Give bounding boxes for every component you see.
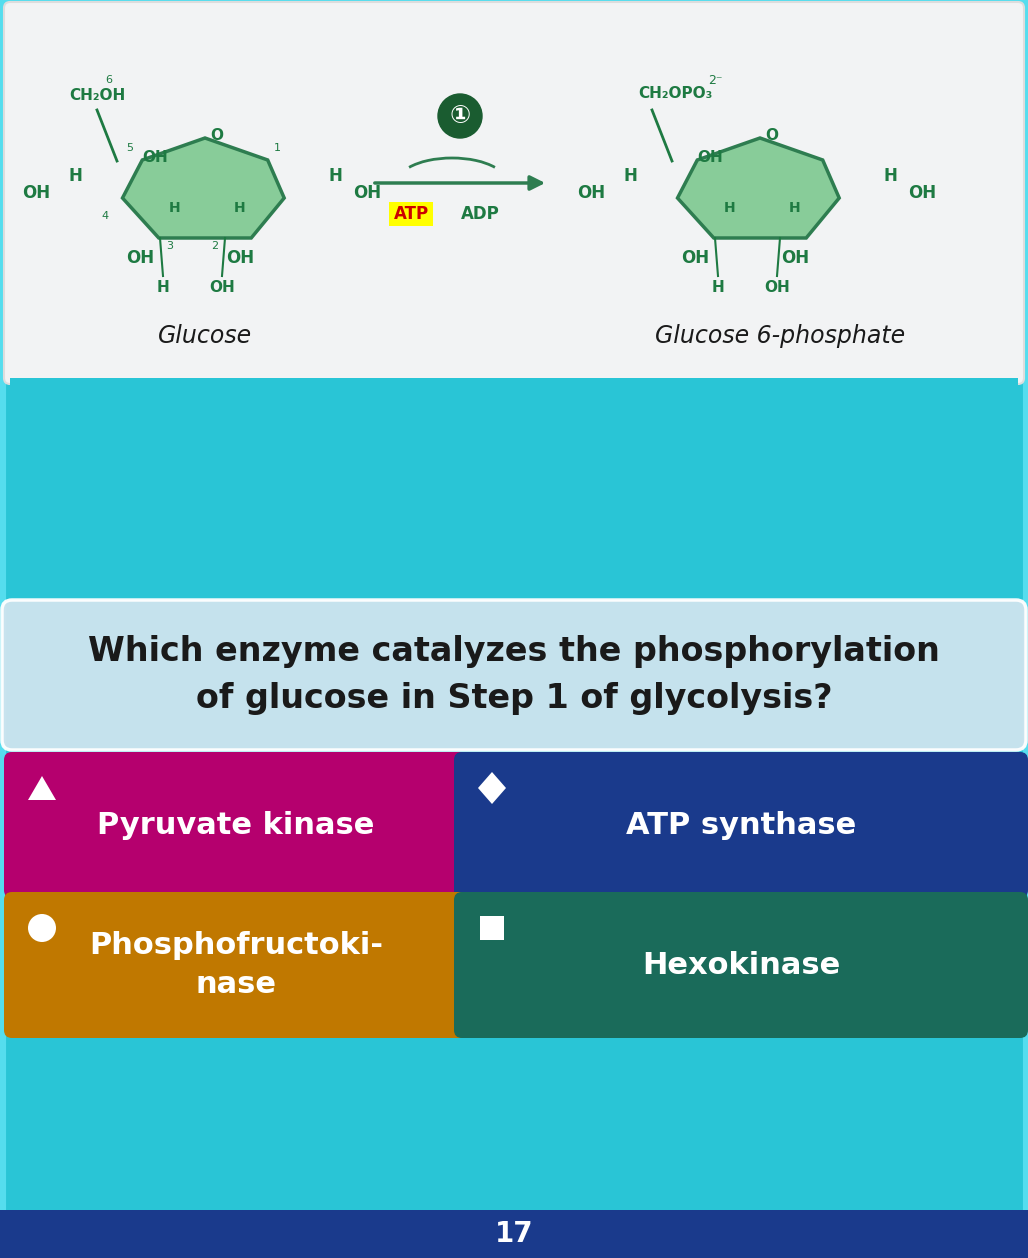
Polygon shape: [122, 138, 284, 238]
Polygon shape: [677, 138, 839, 238]
Text: ATP: ATP: [394, 205, 429, 223]
Text: OH: OH: [681, 249, 709, 267]
Text: H: H: [170, 201, 181, 215]
Text: H: H: [623, 167, 637, 185]
Text: OH: OH: [142, 151, 168, 166]
Text: H: H: [156, 281, 170, 296]
Text: 5: 5: [126, 143, 134, 153]
Text: Glucose 6-phosphate: Glucose 6-phosphate: [655, 325, 905, 348]
FancyBboxPatch shape: [480, 916, 504, 940]
FancyBboxPatch shape: [10, 377, 1018, 630]
Text: 2: 2: [212, 242, 219, 252]
Text: Hexokinase: Hexokinase: [641, 951, 840, 980]
Text: CH₂OH: CH₂OH: [69, 88, 125, 103]
Text: ADP: ADP: [461, 205, 500, 223]
FancyBboxPatch shape: [0, 1210, 1028, 1258]
Text: OH: OH: [781, 249, 809, 267]
Polygon shape: [478, 772, 506, 804]
Text: 4: 4: [102, 211, 109, 221]
Text: H: H: [328, 167, 342, 185]
Text: Which enzyme catalyzes the phosphorylation
of glucose in Step 1 of glycolysis?: Which enzyme catalyzes the phosphorylati…: [88, 635, 940, 715]
Text: H: H: [724, 201, 736, 215]
Text: OH: OH: [226, 249, 254, 267]
FancyBboxPatch shape: [389, 203, 433, 226]
Text: Glucose: Glucose: [158, 325, 252, 348]
Text: 17: 17: [494, 1220, 534, 1248]
Text: OH: OH: [577, 184, 605, 203]
Text: Phosphofructoki-
nase: Phosphofructoki- nase: [89, 931, 383, 999]
Text: CH₂OPO₃: CH₂OPO₃: [637, 86, 712, 101]
Circle shape: [28, 915, 56, 942]
Text: OH: OH: [22, 184, 50, 203]
FancyBboxPatch shape: [454, 752, 1028, 898]
Text: H: H: [711, 281, 725, 296]
Circle shape: [438, 94, 482, 138]
Polygon shape: [28, 776, 56, 800]
Text: OH: OH: [353, 184, 381, 203]
Text: O: O: [766, 128, 778, 143]
FancyBboxPatch shape: [4, 3, 1024, 384]
Text: 1: 1: [273, 143, 281, 153]
Text: O: O: [211, 128, 223, 143]
Text: H: H: [234, 201, 246, 215]
Text: OH: OH: [697, 151, 723, 166]
Text: OH: OH: [764, 281, 790, 296]
Text: OH: OH: [209, 281, 234, 296]
Text: H: H: [883, 167, 897, 185]
FancyBboxPatch shape: [454, 892, 1028, 1038]
Text: 6: 6: [106, 75, 112, 86]
Text: H: H: [790, 201, 801, 215]
Text: ATP synthase: ATP synthase: [626, 810, 856, 839]
Text: OH: OH: [908, 184, 937, 203]
Text: Pyruvate kinase: Pyruvate kinase: [98, 810, 374, 839]
Text: ①: ①: [449, 104, 471, 128]
Text: 3: 3: [167, 242, 174, 252]
FancyBboxPatch shape: [4, 892, 468, 1038]
FancyBboxPatch shape: [2, 600, 1026, 750]
Text: 2⁻: 2⁻: [707, 73, 723, 87]
Text: H: H: [68, 167, 82, 185]
Text: OH: OH: [126, 249, 154, 267]
FancyBboxPatch shape: [4, 752, 468, 898]
